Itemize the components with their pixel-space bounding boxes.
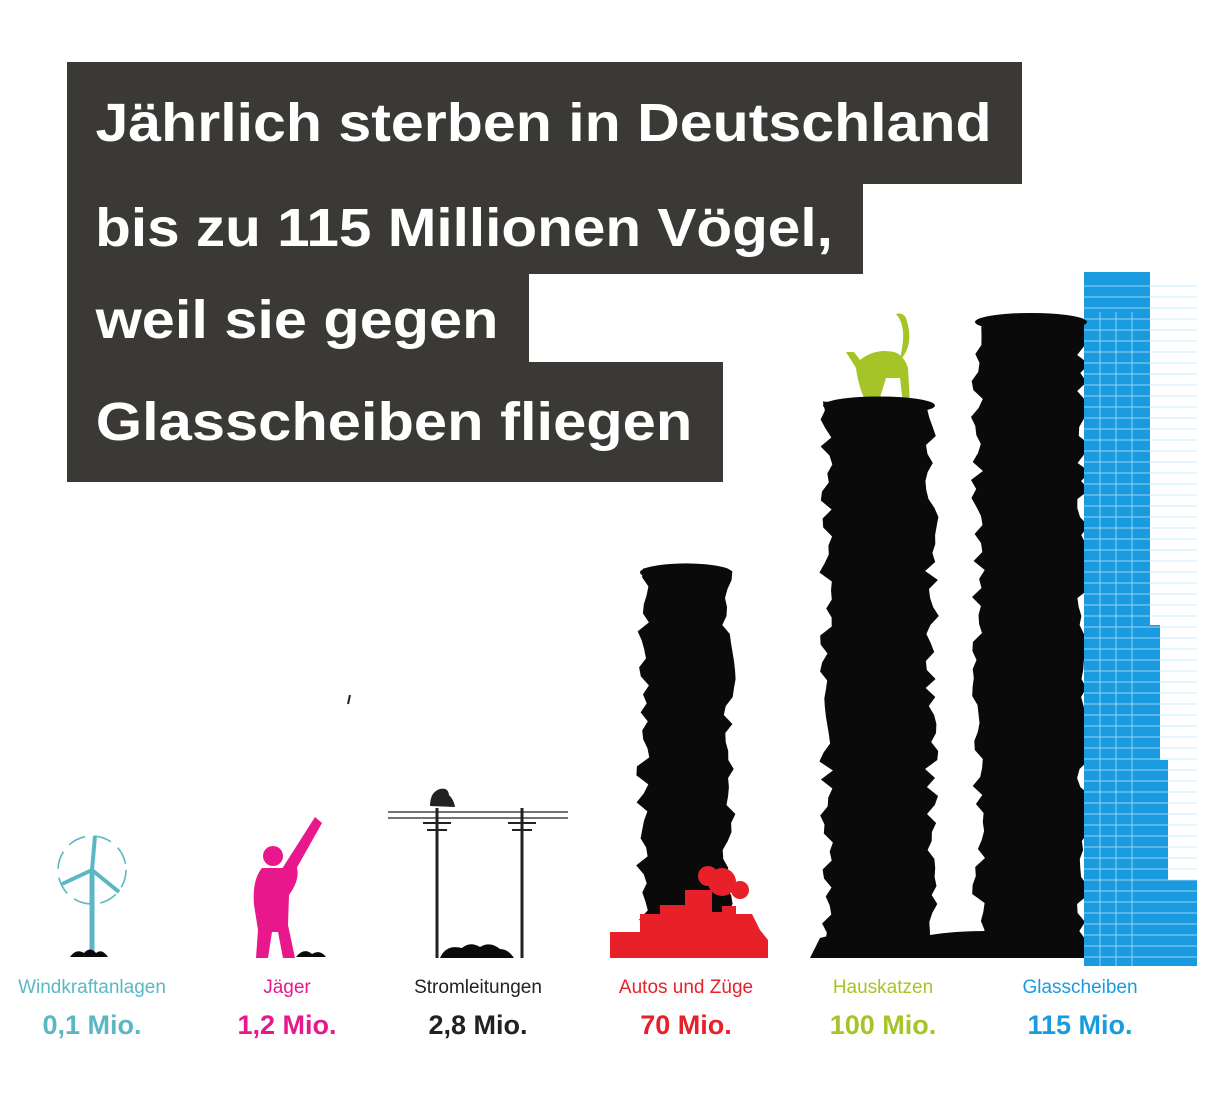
value-label-1: 0,1 Mio.	[42, 1010, 142, 1040]
skyscraper-section-3	[1084, 625, 1160, 760]
category-label-4: Autos und Züge	[618, 977, 754, 998]
title-line-4: Glasscheiben fliegen	[67, 362, 724, 482]
bird-falling-icon	[347, 694, 351, 705]
category-label-5: Hauskatzen	[832, 977, 934, 998]
skyscraper-section-2	[1084, 760, 1168, 880]
category-label-6: Glasscheiben	[1022, 977, 1138, 998]
train-icon	[610, 866, 768, 958]
perched-bird-icon	[430, 788, 455, 807]
category-label-3: Stromleitungen	[414, 977, 542, 998]
category-label-2: Jäger	[263, 977, 311, 998]
value-label-3: 2,8 Mio.	[428, 1010, 528, 1040]
power-line-icon	[388, 808, 568, 958]
bird-pile	[440, 944, 514, 958]
skyscraper-base	[1100, 880, 1197, 966]
hunter-icon	[253, 817, 322, 958]
bar-6	[971, 318, 1091, 958]
skyscraper-section-4	[1084, 272, 1150, 625]
cat-icon	[846, 313, 910, 404]
bar-5	[819, 401, 939, 958]
title-line-1: Jährlich sterben in Deutschland	[67, 62, 1023, 184]
glass-skyscraper-icon	[1084, 272, 1197, 966]
bird-pile	[296, 951, 326, 957]
bird-pile-base	[810, 930, 1150, 958]
bird-pile-top	[823, 396, 935, 415]
bird-pile	[70, 949, 108, 957]
value-label-2: 1,2 Mio.	[237, 1010, 337, 1040]
wind-turbine-icon	[57, 835, 127, 955]
bird-pile-top	[975, 313, 1087, 331]
category-label-1: Windkraftanlagen	[18, 977, 166, 998]
bar-4	[636, 568, 736, 958]
value-label-6: 115 Mio.	[1027, 1010, 1133, 1040]
title-line-2: bis zu 115 Millionen Vögel,	[67, 182, 864, 274]
title-line-3: weil sie gegen	[67, 274, 530, 366]
bird-pile-top	[640, 563, 732, 582]
value-label-5: 100 Mio.	[829, 1010, 937, 1040]
value-label-4: 70 Mio.	[640, 1010, 732, 1040]
